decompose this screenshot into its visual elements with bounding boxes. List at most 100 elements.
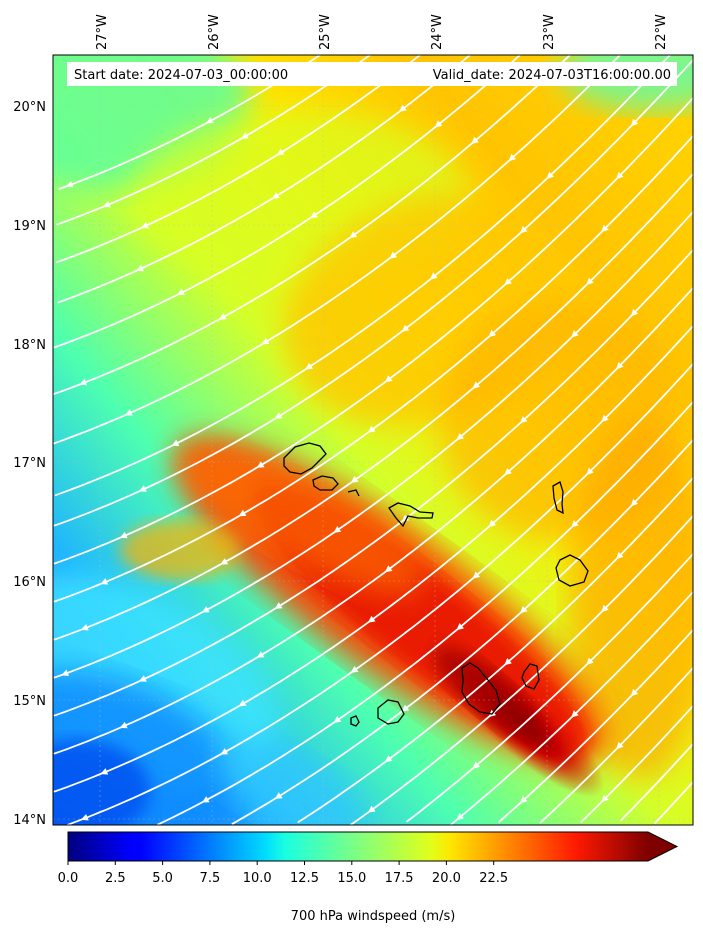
streamline-arrow — [220, 748, 229, 755]
streamline-arrow — [472, 381, 481, 389]
streamline — [157, 401, 693, 825]
streamline-arrow — [586, 467, 594, 475]
colorbar-tick-label: 12.5 — [290, 871, 319, 886]
streamline-arrow — [218, 313, 227, 320]
streamline-arrow — [389, 251, 397, 259]
streamline-arrow — [176, 288, 185, 295]
streamline — [580, 705, 693, 823]
streamline — [53, 173, 693, 641]
streamline-arrow — [601, 224, 609, 233]
lat-label-20n: 20°N — [13, 100, 46, 115]
streamline-arrow — [349, 231, 358, 239]
streamline-arrow — [310, 211, 318, 219]
streamline-arrow — [367, 805, 376, 813]
lat-label-14n: 14°N — [13, 813, 46, 828]
streamline-arrow — [520, 416, 528, 424]
colorbar-tick-label: 20.0 — [432, 871, 461, 886]
island-sao-nicolau — [388, 502, 434, 528]
island-sal — [552, 481, 564, 515]
streamline-arrow — [472, 761, 481, 769]
map-frame — [52, 54, 694, 826]
lat-label-15n: 15°N — [13, 694, 46, 709]
streamline — [66, 363, 693, 825]
streamline-arrow — [401, 704, 410, 712]
colorbar-tick-label: 15.0 — [337, 871, 366, 886]
streamline-arrow — [220, 558, 229, 565]
streamline-arrow — [571, 520, 579, 528]
longitude-labels: 27°W 26°W 25°W 24°W 23°W 22°W — [95, 14, 669, 50]
streamline-arrow — [119, 721, 128, 729]
streamline — [56, 55, 371, 226]
lon-label-22w: 22°W — [654, 14, 669, 50]
streamline — [231, 439, 693, 825]
streamline-arrow — [333, 526, 342, 533]
start-date-label: Start date: 2024-07-03_00:00:00 — [74, 68, 288, 83]
streamline-arrow — [586, 657, 594, 665]
colorbar-extend-arrow — [648, 832, 677, 861]
streamline-arrow — [350, 476, 359, 483]
streamline — [654, 781, 693, 824]
streamline — [55, 55, 421, 264]
streamline-arrow — [456, 623, 464, 631]
streamline-arrow — [520, 226, 528, 234]
island-sao-vicente — [312, 475, 339, 491]
streamline-arrow — [384, 375, 393, 383]
streamline-arrow — [201, 606, 210, 613]
streamline-arrow — [238, 509, 247, 517]
streamline-arrow — [274, 412, 283, 419]
streamline — [53, 55, 521, 349]
streamline-arrow — [256, 651, 265, 658]
streamline-arrow — [65, 180, 74, 188]
streamline — [53, 55, 571, 396]
streamline-arrow — [571, 330, 579, 338]
streamline-arrow — [350, 666, 359, 673]
streamline — [349, 515, 693, 825]
streamline-arrow — [616, 551, 624, 560]
title-box — [67, 62, 677, 86]
lon-label-27w: 27°W — [95, 14, 110, 50]
streamline-arrow — [271, 192, 280, 199]
streamline-arrow — [616, 171, 624, 180]
streamline-arrow — [238, 699, 247, 707]
lat-label-18n: 18°N — [13, 338, 46, 353]
streamline-arrow — [488, 329, 496, 338]
lon-label-26w: 26°W — [207, 14, 222, 50]
graticule — [53, 55, 693, 825]
streamline-arrow — [274, 602, 283, 609]
latitude-labels: 20°N 19°N 18°N 17°N 16°N 15°N 14°N — [13, 100, 46, 828]
streamline-arrow — [201, 796, 210, 803]
streamline-arrow — [601, 794, 609, 803]
streamline-arrow — [601, 414, 609, 423]
lon-label-24w: 24°W — [430, 14, 445, 50]
lon-label-23w: 23°W — [542, 14, 557, 50]
streamline-arrow — [401, 514, 410, 522]
streamline-arrow — [508, 153, 516, 162]
lat-label-19n: 19°N — [13, 219, 46, 234]
streamline-arrow — [546, 171, 554, 179]
streamline-arrow — [471, 136, 479, 144]
island-boa-vista — [555, 554, 589, 587]
streamline-arrow — [504, 278, 512, 286]
streamline-arrow — [61, 669, 69, 676]
streamline-arrow — [488, 519, 496, 528]
streamline-arrow — [434, 120, 443, 128]
streamline — [450, 591, 693, 825]
streamline-arrow — [616, 361, 624, 370]
colorbar-tick-label: 2.5 — [105, 871, 126, 886]
colorbar-tick-label: 0.0 — [58, 871, 79, 886]
streamline-arrow — [333, 716, 342, 723]
lat-label-17n: 17°N — [13, 456, 46, 471]
lat-label-16n: 16°N — [13, 575, 46, 590]
streamline-arrow — [504, 468, 512, 476]
streamline-arrow — [630, 118, 639, 127]
streamline-arrow — [367, 615, 376, 623]
island-santiago — [461, 662, 501, 715]
streamline-arrow — [305, 362, 313, 370]
streamline-arrow — [571, 710, 579, 718]
colorbar-tick-label: 5.0 — [152, 871, 173, 886]
streamline-arrow — [472, 571, 481, 579]
streamline-arrow — [276, 148, 285, 156]
streamline-arrow — [171, 439, 180, 446]
colorbar-tick-label: 10.0 — [243, 871, 272, 886]
